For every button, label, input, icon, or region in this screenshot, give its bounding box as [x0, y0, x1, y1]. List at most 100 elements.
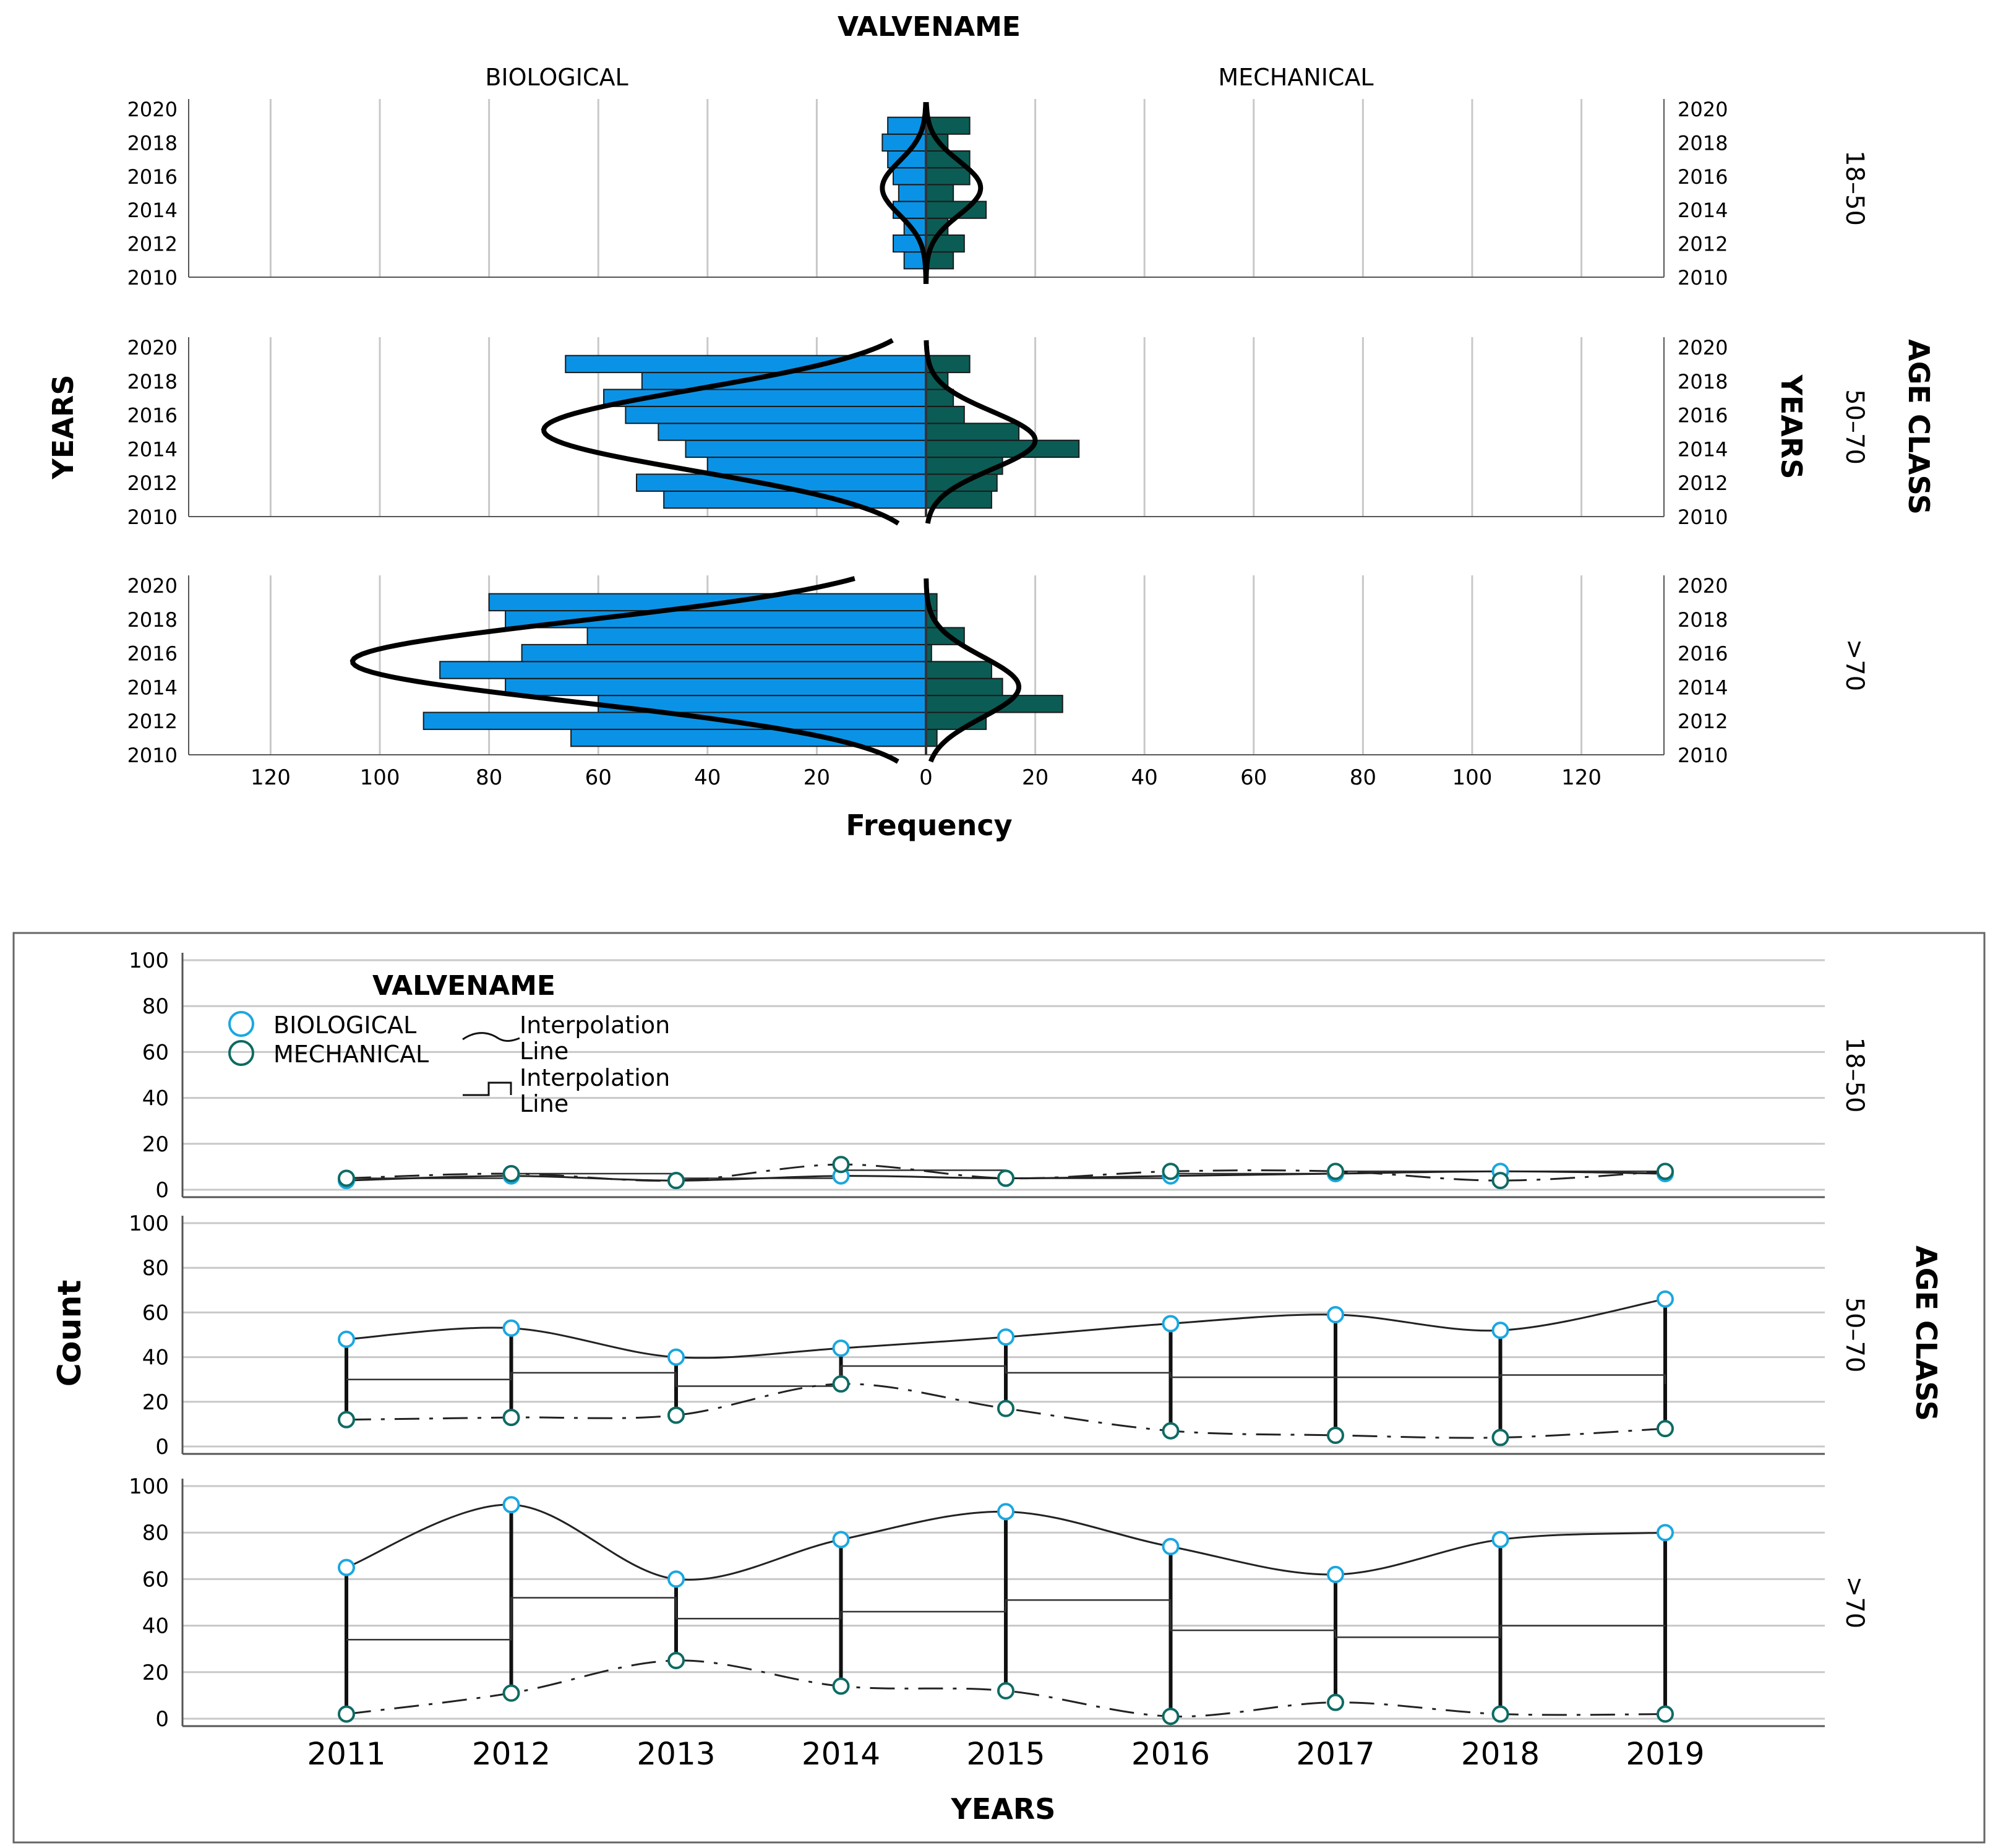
bar-biological-2016 [893, 167, 927, 186]
line-y-tick: 0 [155, 1707, 169, 1732]
bar-mechanical-2015 [925, 661, 992, 679]
normal-curve-biological [541, 338, 900, 526]
marker-biological-2019 [1657, 1524, 1674, 1542]
line-y-tick: 40 [142, 1086, 169, 1111]
marker-biological-2017 [1327, 1565, 1344, 1583]
marker-biological-2019 [1657, 1290, 1674, 1308]
legend-biological-marker [228, 1011, 254, 1037]
normal-curve-biological [880, 101, 928, 285]
line-x-tick-2016: 2016 [1131, 1736, 1210, 1772]
normal-curve-biological [349, 576, 899, 764]
bar-biological-2019 [565, 355, 927, 374]
pyramid-y-tick-left: 2014 [127, 199, 178, 222]
bar-biological-2016 [521, 643, 927, 663]
pyramid-y-tick-left: 2018 [127, 608, 178, 632]
bar-mechanical-2014 [925, 439, 1080, 458]
line-age-class-label: 50–70 [1840, 1297, 1869, 1373]
pyramid-x-tick: 40 [694, 765, 721, 790]
pyramid-y-tick-left: 2016 [127, 642, 178, 666]
normal-curve-mechanical [924, 578, 1021, 763]
step-interpolation-line [346, 1365, 1666, 1387]
marker-mechanical-2017 [1327, 1426, 1344, 1444]
bar-biological-2018 [505, 610, 927, 629]
mechanical-interpolation-line [346, 1163, 1666, 1182]
pyramid-panel->70: 2020 2020 2018 2018 2016 2016 2014 2014 2012 2012… [127, 574, 1869, 767]
marker-mechanical-2013 [667, 1172, 685, 1190]
marker-biological-2016 [1162, 1537, 1180, 1555]
pyramid-y-tick-left: 2012 [127, 710, 178, 733]
marker-mechanical-2014 [832, 1156, 850, 1174]
marker-mechanical-2013 [667, 1406, 685, 1424]
pyramid-x-tick: 20 [804, 765, 830, 790]
legend-line2-text-a: Interpolation [520, 1064, 670, 1091]
pyramid-y-tick-left: 2016 [127, 404, 178, 428]
marker-mechanical-2017 [1327, 1693, 1344, 1711]
line-x-label: YEARS [951, 1792, 1056, 1826]
bar-biological-2011 [570, 728, 927, 747]
pyramid-x-tick: 100 [1452, 765, 1493, 790]
bar-mechanical-2015 [925, 184, 954, 202]
pyramid-x-label: Frequency [846, 809, 1012, 842]
marker-biological-2013 [667, 1570, 685, 1588]
line-y-tick: 20 [142, 1390, 169, 1415]
pyramid-y-tick-right: 2016 [1678, 165, 1728, 189]
line-y-tick: 60 [142, 1567, 169, 1592]
bar-biological-2015 [658, 423, 927, 441]
line-panel-50-70: 0 20 40 60 80 100 50–70 [129, 1211, 1869, 1459]
line-y-tick: 60 [142, 1300, 169, 1325]
pyramid-y-tick-left: 2010 [127, 744, 178, 767]
mechanical-header: MECHANICAL [1218, 64, 1373, 91]
marker-mechanical-2017 [1327, 1163, 1344, 1180]
line-y-tick: 40 [142, 1614, 169, 1639]
pyramid-panel-18-50: 2020 2020 2018 2018 2016 2016 2014 2014 2012 2012… [127, 98, 1869, 290]
line-x-tick-2018: 2018 [1461, 1736, 1540, 1772]
line-x-tick-2011: 2011 [307, 1736, 385, 1772]
marker-biological-2016 [1162, 1315, 1180, 1333]
marker-biological-2018 [1491, 1531, 1509, 1549]
marker-biological-2014 [832, 1339, 850, 1357]
pyramid-y-label-left: YEARS [46, 375, 80, 480]
pyramid-y-tick-left: 2016 [127, 165, 178, 189]
line-y-tick: 100 [129, 948, 169, 973]
legend-biological-label: BIOLOGICAL [273, 1012, 416, 1039]
marker-mechanical-2014 [832, 1677, 850, 1695]
pyramid-y-label-right: YEARS [1775, 374, 1808, 479]
marker-mechanical-2019 [1657, 1420, 1674, 1438]
marker-mechanical-2015 [997, 1682, 1014, 1700]
line-y-tick: 80 [142, 1521, 169, 1545]
pyramid-y-tick-left: 2010 [127, 505, 178, 529]
pyramid-chart: VALVENAME BIOLOGICAL MECHANICAL YEARS YE… [46, 11, 1936, 842]
line-y-tick: 80 [142, 1256, 169, 1281]
pyramid-y-tick-left: 2018 [127, 131, 178, 155]
pyramid-y-tick-right: 2012 [1678, 710, 1728, 733]
bar-biological-2014 [685, 439, 927, 458]
pyramid-x-tick: 120 [251, 765, 291, 790]
pyramid-y-tick-left: 2018 [127, 370, 178, 393]
line-panel->70: 0 20 40 60 80 100 >70 [129, 1474, 1869, 1732]
marker-mechanical-2016 [1162, 1708, 1180, 1726]
pyramid-y-tick-left: 2010 [127, 266, 178, 290]
line-x-tick-2019: 2019 [1626, 1736, 1704, 1772]
line-y-tick: 20 [142, 1132, 169, 1157]
legend-line1-text-b: Line [520, 1038, 568, 1065]
line-row-title: AGE CLASS [1910, 1245, 1943, 1421]
marker-mechanical-2015 [997, 1399, 1014, 1417]
line-y-tick: 0 [155, 1178, 169, 1203]
normal-curve-mechanical [924, 340, 1038, 524]
marker-mechanical-2011 [338, 1705, 355, 1723]
line-y-tick: 100 [129, 1474, 169, 1499]
marker-biological-2014 [832, 1531, 850, 1549]
pyramid-age-class-label: 50–70 [1840, 389, 1869, 465]
pyramid-y-tick-right: 2020 [1678, 98, 1728, 121]
pyramid-y-tick-right: 2014 [1678, 676, 1728, 699]
pyramid-y-tick-right: 2012 [1678, 471, 1728, 495]
marker-biological-2017 [1327, 1306, 1344, 1324]
pyramid-age-class-label: >70 [1840, 639, 1869, 691]
marker-biological-2012 [502, 1496, 520, 1514]
line-y-label: Count [51, 1280, 88, 1387]
legend-mechanical-label: MECHANICAL [273, 1041, 429, 1068]
mechanical-interpolation-line [346, 1659, 1666, 1717]
pyramid-y-tick-right: 2014 [1678, 437, 1728, 461]
bar-biological-2015 [439, 661, 927, 679]
